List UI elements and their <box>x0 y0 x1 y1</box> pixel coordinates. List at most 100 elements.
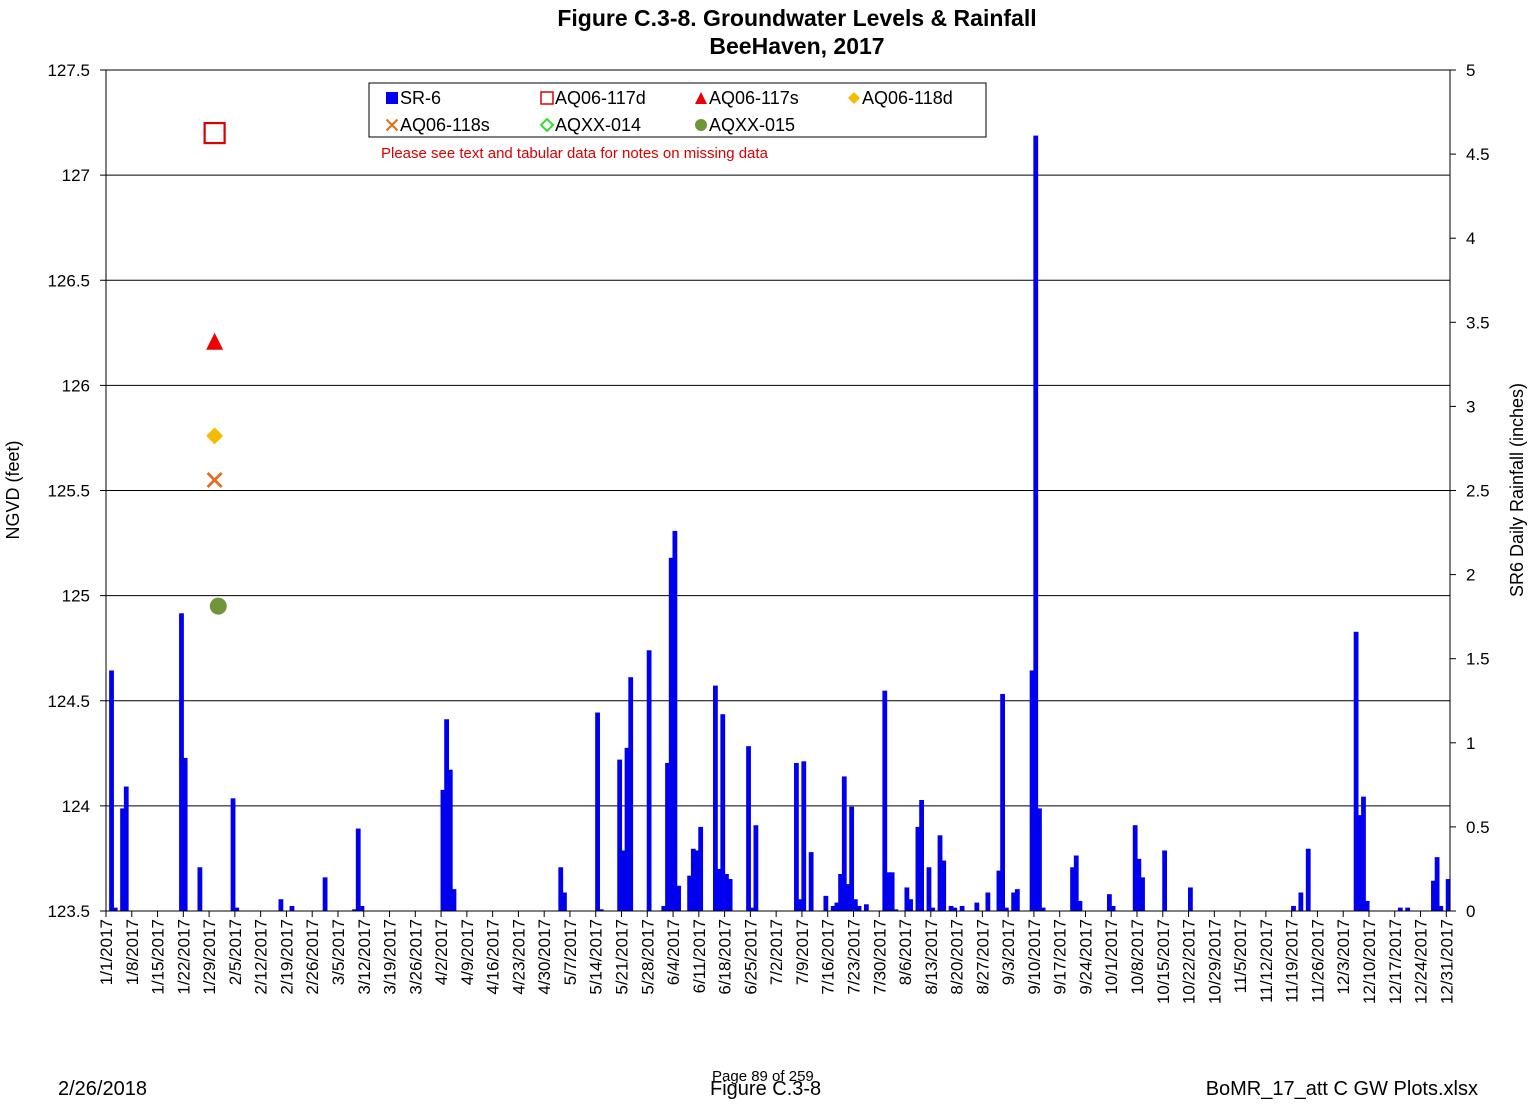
rainfall-bar <box>996 870 1002 911</box>
rainfall-bar <box>926 867 932 911</box>
rainfall-bar <box>893 909 899 911</box>
left-tick-label: 124.5 <box>47 692 90 711</box>
legend-label: AQ06-117d <box>555 88 646 108</box>
x-tick-label: 5/14/2017 <box>587 919 606 995</box>
legend-marker <box>695 92 707 104</box>
x-tick-label: 12/31/2017 <box>1437 919 1456 1004</box>
chart-subtitle: BeeHaven, 2017 <box>709 33 884 59</box>
x-tick-label: 7/9/2017 <box>793 919 812 985</box>
x-tick-label: 12/3/2017 <box>1334 919 1353 995</box>
rainfall-bar <box>948 905 954 911</box>
x-tick-label: 1/15/2017 <box>149 919 168 995</box>
x-tick-label: 5/21/2017 <box>613 919 632 995</box>
right-tick-label: 0 <box>1466 902 1475 921</box>
rainfall-bar <box>359 905 365 911</box>
x-tick-label: 1/29/2017 <box>200 919 219 995</box>
rainfall-bar <box>661 905 667 911</box>
rainfall-bar <box>1073 855 1079 911</box>
rainfall-bar <box>1357 815 1363 911</box>
rainfall-bar <box>112 907 118 911</box>
x-tick-label: 7/16/2017 <box>819 919 838 995</box>
rainfall-bar <box>665 762 670 911</box>
rainfall-bar <box>624 747 630 911</box>
x-tick-label: 11/5/2017 <box>1231 919 1250 993</box>
rainfall-bar <box>179 613 184 911</box>
rainfall-bar <box>1445 879 1451 911</box>
groundwater-point <box>203 121 226 145</box>
x-tick-label: 8/6/2017 <box>896 919 915 985</box>
rainfall-bar <box>801 761 807 911</box>
legend-items: SR-6 AQ06-117d AQ06-117s AQ06-118d AQ06-118s… <box>385 88 953 135</box>
legend-label: AQ06-118d <box>862 88 953 108</box>
x-tick-label: 12/17/2017 <box>1386 919 1405 1004</box>
rainfall-bar <box>1110 905 1116 911</box>
rainfall-bar <box>1431 880 1436 911</box>
rainfall-bar <box>1070 867 1075 911</box>
rainfall-bar <box>230 798 236 911</box>
x-tick-label: 3/5/2017 <box>329 919 348 985</box>
footer-date: 2/26/2018 <box>58 1078 147 1100</box>
x-tick-label: 8/27/2017 <box>973 919 992 995</box>
groundwater-points <box>203 121 227 615</box>
chart-title: Figure C.3-8. Groundwater Levels & Rainf… <box>557 5 1036 31</box>
rainfall-bar <box>974 902 980 911</box>
rainfall-bar <box>1040 907 1046 911</box>
x-tick-label: 7/2/2017 <box>767 919 786 985</box>
x-tick-label: 10/8/2017 <box>1128 919 1147 995</box>
right-tick-label: 2 <box>1466 566 1475 585</box>
rainfall-bar <box>908 899 913 911</box>
rainfall-bar <box>1434 857 1440 911</box>
rainfall-bar <box>698 826 704 911</box>
x-tick-label: 8/13/2017 <box>922 919 941 995</box>
x-tick-label: 3/26/2017 <box>406 919 425 995</box>
rainfall-bar <box>904 887 910 911</box>
rainfall-bar <box>352 909 357 911</box>
legend-label: SR-6 <box>400 88 441 108</box>
rainfall-bar <box>882 690 888 911</box>
rainfall-bar <box>668 557 674 911</box>
footer-file-name: BoMR_17_att C GW Plots.xlsx <box>1205 1078 1478 1100</box>
legend-label: AQXX-014 <box>555 115 641 135</box>
x-tick-label: 1/22/2017 <box>174 919 193 995</box>
rainfall-bar <box>1364 900 1370 911</box>
rainfall-bar <box>1305 848 1311 911</box>
rainfall-bar <box>915 826 921 911</box>
legend-note: Please see text and tabular data for not… <box>381 145 769 162</box>
x-tick-label: 7/30/2017 <box>870 919 889 995</box>
rainfall-bar <box>687 875 693 911</box>
rainfall-bar <box>197 867 203 911</box>
rainfall-bar <box>841 776 847 911</box>
rainfall-bar <box>1029 670 1035 911</box>
x-tick-label: 5/28/2017 <box>638 919 657 995</box>
rainfall-bar <box>278 899 284 911</box>
rainfall-bar <box>1000 694 1006 911</box>
rainfall-bar <box>724 873 729 911</box>
left-tick-label: 124 <box>62 797 90 816</box>
left-tick-label: 127 <box>62 166 90 185</box>
x-tick-label: 5/7/2017 <box>561 919 580 985</box>
rainfall-bar <box>1014 889 1020 911</box>
x-tick-label: 12/24/2017 <box>1412 919 1431 1004</box>
rainfall-bar <box>749 907 755 911</box>
rainfall-bar <box>808 852 814 911</box>
rainfall-bar <box>1107 894 1112 911</box>
footer-figure-label: Figure C.3-8 <box>710 1078 822 1100</box>
rainfall-bar <box>1361 796 1366 911</box>
right-tick-label: 4 <box>1466 229 1475 248</box>
x-tick-label: 12/10/2017 <box>1360 919 1379 1004</box>
x-tick-label: 8/20/2017 <box>948 919 967 995</box>
rainfall-bar <box>1162 850 1168 911</box>
rainfall-bar <box>746 746 751 911</box>
groundwater-point <box>206 427 224 445</box>
x-tick-label: 9/17/2017 <box>1051 919 1070 995</box>
x-tick-label: 6/25/2017 <box>741 919 760 995</box>
rainfall-bar <box>1037 808 1042 911</box>
legend-marker <box>539 117 555 133</box>
rainfall-bar <box>852 899 858 911</box>
rainfall-bar <box>123 786 129 911</box>
rainfall-bar <box>322 877 328 911</box>
left-axis-ticks: 123.5 124 124.5 125 125.5 126 126.5 127 127.5 <box>47 61 106 921</box>
rainfall-bar <box>617 759 623 911</box>
x-tick-label: 11/12/2017 <box>1257 919 1276 1003</box>
